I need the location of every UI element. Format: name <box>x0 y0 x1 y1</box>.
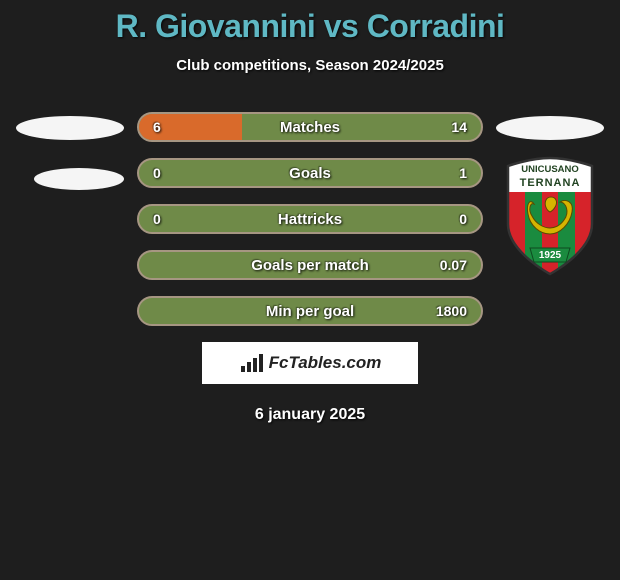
stat-left-value: 0 <box>153 165 161 181</box>
subtitle: Club competitions, Season 2024/2025 <box>0 57 620 74</box>
stat-right-value: 0 <box>459 211 467 227</box>
watermark-box: FcTables.com <box>202 342 418 384</box>
stat-bar: 0 Hattricks 0 <box>137 204 483 234</box>
stat-left-value: 6 <box>153 119 161 135</box>
stat-label: Min per goal <box>266 303 354 320</box>
team-badge: UNICUSANO TERNANA 1925 <box>500 156 600 276</box>
left-side-col <box>15 112 125 190</box>
stat-bar: Goals per match 0.07 <box>137 250 483 280</box>
ternana-badge-icon: UNICUSANO TERNANA 1925 <box>500 154 600 278</box>
stat-label: Goals per match <box>251 257 369 274</box>
stat-right-value: 1800 <box>436 303 467 319</box>
stat-label: Hattricks <box>278 211 342 228</box>
stat-label: Matches <box>280 119 340 136</box>
stat-right-value: 0.07 <box>440 257 467 273</box>
svg-text:1925: 1925 <box>539 250 562 261</box>
stat-right-value: 1 <box>459 165 467 181</box>
svg-text:TERNANA: TERNANA <box>520 177 581 189</box>
stats-col: 6 Matches 14 0 Goals 1 0 Hattricks 0 Goals per ma… <box>137 112 483 424</box>
placeholder-ellipse <box>34 168 124 190</box>
bars-icon <box>239 352 265 374</box>
date-text: 6 january 2025 <box>137 406 483 424</box>
placeholder-ellipse <box>496 116 604 140</box>
watermark-text: FcTables.com <box>269 353 382 373</box>
stat-left-value: 0 <box>153 211 161 227</box>
stat-bar: Min per goal 1800 <box>137 296 483 326</box>
comparison-row: 6 Matches 14 0 Goals 1 0 Hattricks 0 Goals per ma… <box>0 112 620 424</box>
stat-label: Goals <box>289 165 331 182</box>
page-title: R. Giovannini vs Corradini <box>0 8 620 45</box>
stat-bar: 0 Goals 1 <box>137 158 483 188</box>
placeholder-ellipse <box>16 116 124 140</box>
svg-text:UNICUSANO: UNICUSANO <box>521 164 579 175</box>
stat-right-value: 14 <box>451 119 467 135</box>
right-side-col: UNICUSANO TERNANA 1925 <box>495 112 605 276</box>
stat-bar: 6 Matches 14 <box>137 112 483 142</box>
